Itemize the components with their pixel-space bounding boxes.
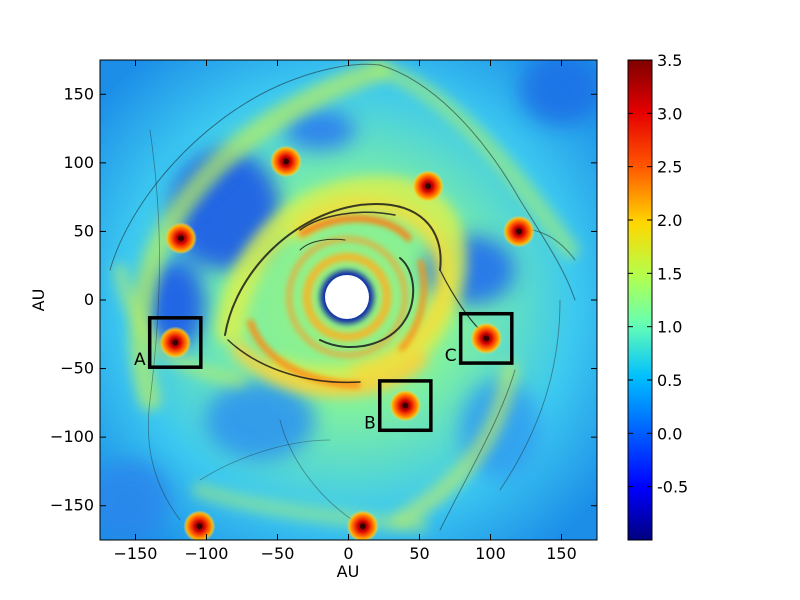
x-tick-label: 0 (343, 544, 353, 563)
colorbar-tick-label: 2.0 (657, 211, 682, 230)
clump-core (515, 228, 522, 235)
x-axis-label: AU (337, 562, 360, 581)
x-tick-label: 100 (475, 544, 506, 563)
region-label-a: A (134, 350, 146, 370)
region-box-c (458, 311, 514, 365)
region-label-b: B (364, 413, 376, 433)
x-tick-label: −150 (114, 544, 158, 563)
colorbar-gradient (628, 60, 652, 540)
density-map: A B C (100, 60, 597, 540)
colorbar-tick-label: 1.0 (657, 318, 682, 337)
clump-core (402, 402, 409, 409)
x-tick-label: 150 (546, 544, 577, 563)
y-axis-label: AU (29, 289, 48, 312)
clump-core (425, 183, 432, 190)
colorbar-tick-label: 0.5 (657, 371, 682, 390)
y-tick-label: −150 (50, 496, 94, 515)
y-axis-ticks: 150 100 50 0 −50 −100 −150 (50, 84, 597, 515)
clump-core (359, 523, 366, 530)
colorbar-tick-label: 1.5 (657, 264, 682, 283)
colorbar-ticks: 3.5 3.0 2.5 2.0 1.5 1.0 0.5 0.0 -0.5 (628, 51, 688, 497)
colorbar-frame (627, 59, 653, 541)
y-tick-label: 100 (63, 153, 94, 172)
clump-core (177, 235, 184, 242)
y-tick-label: 50 (74, 221, 94, 240)
x-axis-ticks: −150 −100 −50 0 50 100 150 (114, 60, 577, 563)
clump-core (483, 335, 490, 342)
x-tick-label: −50 (261, 544, 295, 563)
colorbar-tick-label: 2.5 (657, 158, 682, 177)
clump-core (283, 158, 290, 165)
region-box-a (147, 316, 203, 369)
y-tick-label: 0 (84, 290, 94, 309)
colorbar-tick-label: 3.0 (657, 104, 682, 123)
colorbar-tick-label: 3.5 (657, 51, 682, 70)
region-box-b (377, 379, 433, 433)
clump-core (172, 339, 179, 346)
clump-core (196, 523, 203, 530)
colorbar: 3.5 3.0 2.5 2.0 1.5 1.0 0.5 0.0 -0.5 (627, 51, 688, 541)
x-tick-label: −100 (185, 544, 229, 563)
y-tick-label: 150 (63, 84, 94, 103)
y-tick-label: −100 (50, 427, 94, 446)
region-label-c: C (445, 346, 457, 366)
y-tick-label: −50 (60, 359, 94, 378)
colorbar-tick-label: 0.0 (657, 424, 682, 443)
colorbar-tick-label: -0.5 (657, 478, 688, 497)
x-tick-label: 50 (409, 544, 429, 563)
